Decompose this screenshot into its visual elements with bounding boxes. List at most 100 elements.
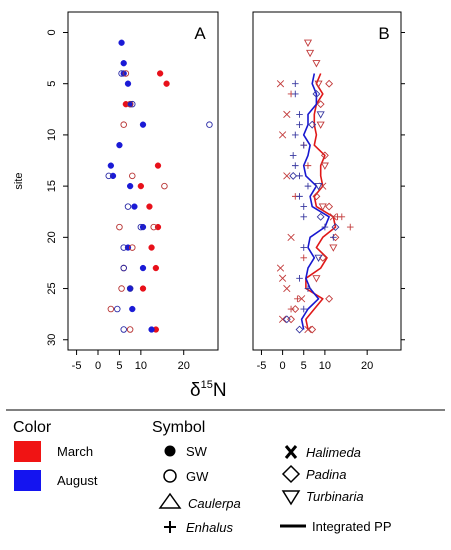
x-tick-label-b: 20 bbox=[361, 360, 373, 372]
x-tick-label-a: 10 bbox=[135, 360, 147, 372]
diamond-point bbox=[308, 325, 317, 334]
sw-point bbox=[146, 203, 153, 210]
gw-point bbox=[161, 182, 168, 190]
gw-point bbox=[116, 223, 123, 231]
sw-point bbox=[139, 264, 147, 272]
sw-point bbox=[126, 182, 134, 190]
sw-point bbox=[120, 70, 127, 77]
gw-point bbox=[107, 305, 115, 313]
plus-point bbox=[346, 223, 354, 231]
x-tick-label-a: 5 bbox=[116, 360, 122, 372]
y-tick-label: 30 bbox=[46, 334, 58, 346]
plus-point bbox=[296, 275, 303, 282]
plus-point bbox=[304, 285, 312, 292]
plus-point bbox=[321, 223, 329, 231]
legend-turbinaria-label: Turbinaria bbox=[306, 489, 364, 504]
plus-point bbox=[304, 162, 312, 169]
triangle-down-point bbox=[320, 162, 329, 170]
legend-padina-label: Padina bbox=[306, 467, 346, 482]
sw-point bbox=[148, 326, 155, 333]
triangle-down-point bbox=[312, 275, 321, 283]
x-tick-label-b: 10 bbox=[319, 360, 331, 372]
sw-point bbox=[107, 162, 115, 169]
y-tick-label: 0 bbox=[46, 29, 58, 35]
triangle-down-point bbox=[316, 111, 325, 119]
plus-point bbox=[304, 182, 312, 190]
plus-point bbox=[291, 162, 299, 169]
plus-point bbox=[300, 203, 308, 210]
triangle-down-point bbox=[318, 203, 327, 211]
legend-march-label: March bbox=[57, 444, 93, 459]
x-tick-label-a: 0 bbox=[95, 360, 101, 372]
diamond-point bbox=[287, 315, 295, 324]
gw-point bbox=[129, 100, 136, 108]
diamond-point bbox=[316, 212, 325, 221]
x-tick-label-b: 0 bbox=[280, 360, 286, 372]
legend-caulerpa-icon bbox=[158, 492, 182, 509]
panel-a-label: A bbox=[194, 24, 206, 43]
legend-august-swatch bbox=[14, 470, 41, 491]
gw-point bbox=[120, 244, 127, 251]
plus-point bbox=[338, 213, 346, 221]
plus-point bbox=[287, 305, 295, 313]
panel-b-label: B bbox=[378, 24, 389, 43]
plus-point bbox=[296, 193, 303, 200]
sw-point bbox=[139, 121, 147, 128]
y-tick-label: 15 bbox=[46, 180, 58, 192]
plus-point bbox=[330, 234, 337, 241]
legend-sw-label: SW bbox=[186, 444, 208, 459]
panel-a-frame bbox=[67, 11, 219, 351]
plus-point bbox=[300, 305, 308, 313]
triangle-down-point bbox=[303, 39, 313, 47]
integrated-pp-line bbox=[305, 73, 337, 330]
legend-symbol-title: Symbol bbox=[152, 419, 205, 436]
y-tick-label: 10 bbox=[46, 129, 58, 141]
plus-point bbox=[289, 152, 297, 159]
diamond-point bbox=[325, 294, 334, 303]
y-tick-label: 5 bbox=[46, 81, 58, 87]
plus-point bbox=[296, 111, 303, 118]
panel-b-marks bbox=[276, 39, 354, 334]
sw-point bbox=[139, 223, 147, 231]
y-tick-label: 20 bbox=[46, 231, 58, 243]
diamond-point bbox=[312, 90, 321, 98]
plus-point bbox=[291, 80, 299, 87]
sw-point bbox=[163, 80, 170, 87]
legend-halimeda-icon bbox=[284, 445, 298, 459]
triangle-down-point bbox=[306, 49, 315, 58]
x-tick-label-a: 20 bbox=[178, 360, 190, 372]
legend-caulerpa-label: Caulerpa bbox=[188, 496, 241, 511]
triangle-down-point bbox=[314, 80, 323, 88]
gw-point bbox=[120, 264, 127, 272]
gw-point bbox=[126, 100, 134, 108]
gw-point bbox=[124, 203, 132, 210]
diamond-point bbox=[316, 100, 325, 109]
x-tick-label-b: -5 bbox=[257, 360, 267, 372]
gw-point bbox=[129, 172, 136, 180]
diamond-point bbox=[312, 192, 321, 201]
diamond-point bbox=[325, 202, 334, 211]
triangle-down-point bbox=[314, 254, 323, 263]
x-point bbox=[278, 315, 287, 323]
diamond-point bbox=[331, 223, 340, 232]
legend-enhalus-icon bbox=[164, 521, 176, 533]
gw-point bbox=[126, 285, 134, 292]
legend-march-swatch bbox=[14, 441, 41, 462]
legend-gw-label: GW bbox=[186, 469, 209, 484]
x-point bbox=[287, 233, 295, 241]
plus-point bbox=[300, 213, 308, 221]
plus-point bbox=[300, 244, 308, 251]
sw-point bbox=[137, 182, 145, 190]
x-tick-label-a: -5 bbox=[72, 360, 82, 372]
legend-padina-icon bbox=[281, 464, 301, 484]
sw-point bbox=[120, 60, 127, 67]
x-point bbox=[276, 80, 285, 88]
diamond-point bbox=[325, 79, 334, 88]
triangle-down-point bbox=[314, 183, 323, 191]
sw-point bbox=[156, 70, 164, 77]
legend-august-label: August bbox=[57, 473, 98, 488]
gw-point bbox=[122, 70, 130, 77]
gw-point bbox=[120, 121, 127, 128]
sw-point bbox=[118, 39, 125, 46]
x-point bbox=[283, 110, 291, 119]
